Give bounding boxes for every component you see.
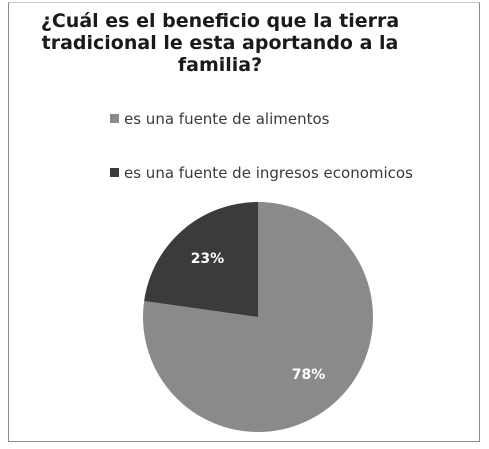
legend-swatch-ingresos xyxy=(110,168,119,177)
pie-slices xyxy=(143,202,374,433)
chart-title: ¿Cuál es el beneficio que la tierra trad… xyxy=(20,10,420,76)
legend-item-ingresos: es una fuente de ingresos economicos xyxy=(110,164,413,182)
legend-swatch-alimentos xyxy=(110,114,119,123)
pie-slice-ingresos xyxy=(144,202,258,317)
chart-title-line-2: tradicional le esta aportando a la xyxy=(41,32,399,54)
chart-title-line-3: familia? xyxy=(177,54,263,76)
legend-label-alimentos: es una fuente de alimentos xyxy=(124,110,330,128)
pie-label-ingresos: 23% xyxy=(191,251,225,267)
pie-labels: 78% 23% xyxy=(191,251,326,383)
chart-title-line-1: ¿Cuál es el beneficio que la tierra xyxy=(40,10,400,32)
pie-label-alimentos: 78% xyxy=(292,367,326,383)
legend-item-alimentos: es una fuente de alimentos xyxy=(110,110,329,128)
legend-label-ingresos: es una fuente de ingresos economicos xyxy=(124,164,413,182)
